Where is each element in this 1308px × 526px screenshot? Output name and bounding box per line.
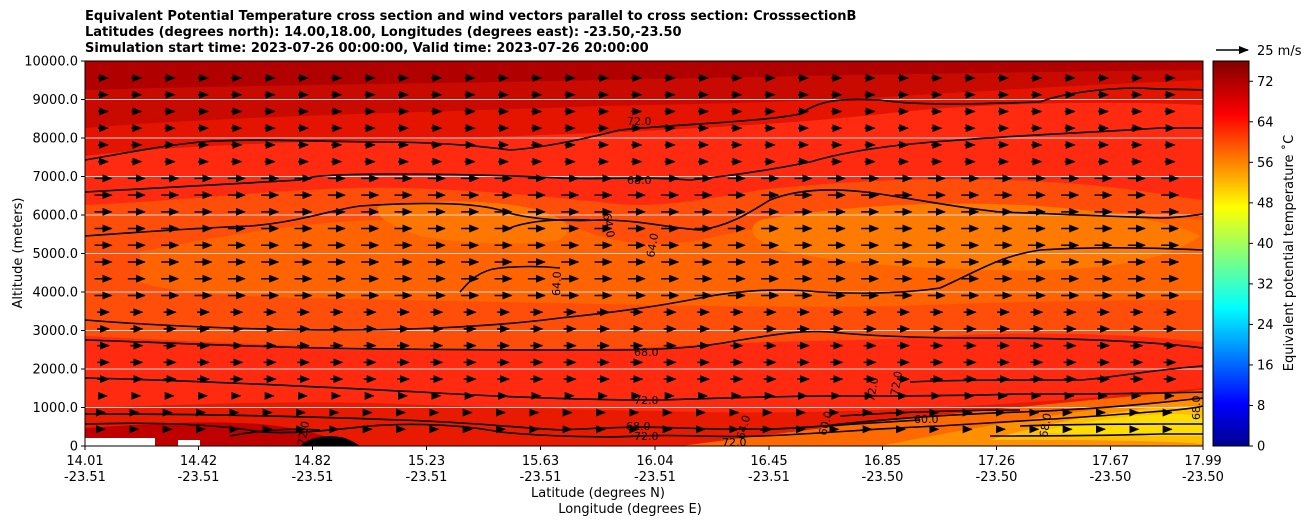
colorbar-tick-label: 32 <box>1257 277 1274 292</box>
x-axis: 14.01-23.5114.42-23.5114.82-23.5115.23-2… <box>64 446 1224 485</box>
y-tick-label: 8000.0 <box>33 132 79 147</box>
contour-label: 68.0 <box>627 174 652 187</box>
colorbar-ticks: 0 8 16 24 32 40 48 56 64 72 <box>1249 75 1274 455</box>
y-tick-label: 0 <box>70 440 78 455</box>
y-tick-label: 5000.0 <box>33 247 79 262</box>
contour-label: 72.0 <box>864 376 881 402</box>
contour-label: 72.0 <box>634 394 659 407</box>
x-tick-label-lon: -23.50 <box>1090 470 1132 485</box>
x-axis-label-latitude: Latitude (degrees N) <box>531 486 665 501</box>
contour-label: 76 <box>330 435 344 448</box>
x-tick-label-lon: -23.50 <box>976 470 1018 485</box>
x-tick-label-lon: -23.51 <box>748 470 790 485</box>
x-tick-label-lon: -23.51 <box>64 470 106 485</box>
contour-line <box>85 189 1203 237</box>
x-tick-label-lat: 15.63 <box>522 454 559 469</box>
colorbar-label: Equivalent potential temperature ˚C <box>1281 135 1297 371</box>
y-tick-label: 9000.0 <box>33 93 79 108</box>
colorbar-tick-label: 56 <box>1257 156 1274 171</box>
contour-label: 72.0 <box>634 430 659 443</box>
x-tick-label-lat: 16.85 <box>864 454 901 469</box>
contour-label: 68.0 <box>1037 412 1054 438</box>
y-axis-label: Altitude (meters) <box>11 198 26 309</box>
x-tick-label-lat: 15.23 <box>408 454 445 469</box>
colorbar-tick-label: 0 <box>1257 440 1265 455</box>
x-tick-label-lat: 17.99 <box>1184 454 1221 469</box>
y-axis: 0 1000.0 2000.0 3000.0 4000.0 5000.0 6000.0 700… <box>24 55 85 455</box>
contour-label: 64.0 <box>600 212 617 238</box>
x-tick-label-lat: 14.82 <box>294 454 331 469</box>
contour-labels: 72.0 68.0 64.0 64.0 64.0 68.0 72.0 68.0 … <box>295 115 1203 449</box>
x-tick-label-lon: -23.51 <box>292 470 334 485</box>
y-tick-label: 1000.0 <box>33 401 79 416</box>
contour-label: 68.0 <box>626 420 651 433</box>
contour-label: 72.0 <box>888 370 905 396</box>
contour-line <box>85 405 1203 438</box>
x-tick-label-lat: 16.45 <box>750 454 787 469</box>
y-tick-label: 6000.0 <box>33 209 79 224</box>
colorbar-tick-label: 72 <box>1257 75 1274 90</box>
x-tick-label-lon: -23.51 <box>634 470 676 485</box>
colorbar-gradient <box>1212 60 1250 447</box>
quiver-key: 25 m/s <box>1216 44 1302 59</box>
x-tick-label-lat: 14.42 <box>180 454 217 469</box>
contour-label: 64.0 <box>550 271 564 296</box>
contour-line <box>989 433 1203 437</box>
x-tick-label-lon: -23.51 <box>178 470 220 485</box>
title-line-2: Latitudes (degrees north): 14.00,18.00, … <box>85 25 682 40</box>
colorbar: 0 8 16 24 32 40 48 56 64 72 Equivalent potential … <box>1212 60 1297 455</box>
y-tick-label: 4000.0 <box>33 286 79 301</box>
x-tick-label-lat: 16.04 <box>636 454 673 469</box>
contour-line <box>459 265 561 293</box>
title-line-3: Simulation start time: 2023-07-26 00:00:… <box>85 41 649 56</box>
x-tick-label-lon: -23.51 <box>406 470 448 485</box>
y-tick-label: 7000.0 <box>33 170 79 185</box>
contour-label: 64.0 <box>644 232 661 258</box>
chart-title: Equivalent Potential Temperature cross s… <box>85 9 856 57</box>
contour-label: 68.0 <box>634 346 659 359</box>
contour-label: 60.0 <box>816 410 835 437</box>
y-tick-label: 2000.0 <box>33 363 79 378</box>
contour-label: 72.0 <box>295 420 312 446</box>
x-tick-label-lat: 17.67 <box>1092 454 1129 469</box>
x-tick-label-lat: 17.26 <box>978 454 1015 469</box>
contour-line <box>229 428 321 437</box>
quiver-key-label: 25 m/s <box>1257 44 1302 59</box>
contour-label: 72.0 <box>627 115 652 128</box>
y-tick-label: 10000.0 <box>24 55 78 70</box>
x-tick-label-lon: -23.51 <box>520 470 562 485</box>
contour-label: 64.0 <box>734 414 753 441</box>
x-tick-label-lon: -23.50 <box>1182 470 1224 485</box>
x-tick-label-lat: 14.01 <box>66 454 103 469</box>
contour-line <box>85 397 1203 431</box>
colorbar-tick-label: 64 <box>1257 115 1274 130</box>
wind-vectors <box>94 74 1180 434</box>
contour-label: 68.0 <box>1190 396 1203 421</box>
contour-label: 72.0 <box>722 436 747 449</box>
contour-line <box>1019 423 1203 427</box>
x-axis-label-longitude: Longitude (degrees E) <box>558 502 702 517</box>
contour-line <box>909 365 1203 383</box>
y-tick-label: 3000.0 <box>33 324 79 339</box>
colorbar-tick-label: 8 <box>1257 399 1265 414</box>
title-line-1: Equivalent Potential Temperature cross s… <box>85 9 857 24</box>
colorbar-tick-label: 40 <box>1257 237 1274 252</box>
x-tick-label-lon: -23.50 <box>862 470 904 485</box>
colorbar-tick-label: 24 <box>1257 318 1274 333</box>
colorbar-tick-label: 48 <box>1257 196 1274 211</box>
contour-line <box>759 419 921 431</box>
contour-line <box>509 218 591 229</box>
colorbar-tick-label: 16 <box>1257 358 1274 373</box>
contour-label: 60.0 <box>914 413 939 426</box>
